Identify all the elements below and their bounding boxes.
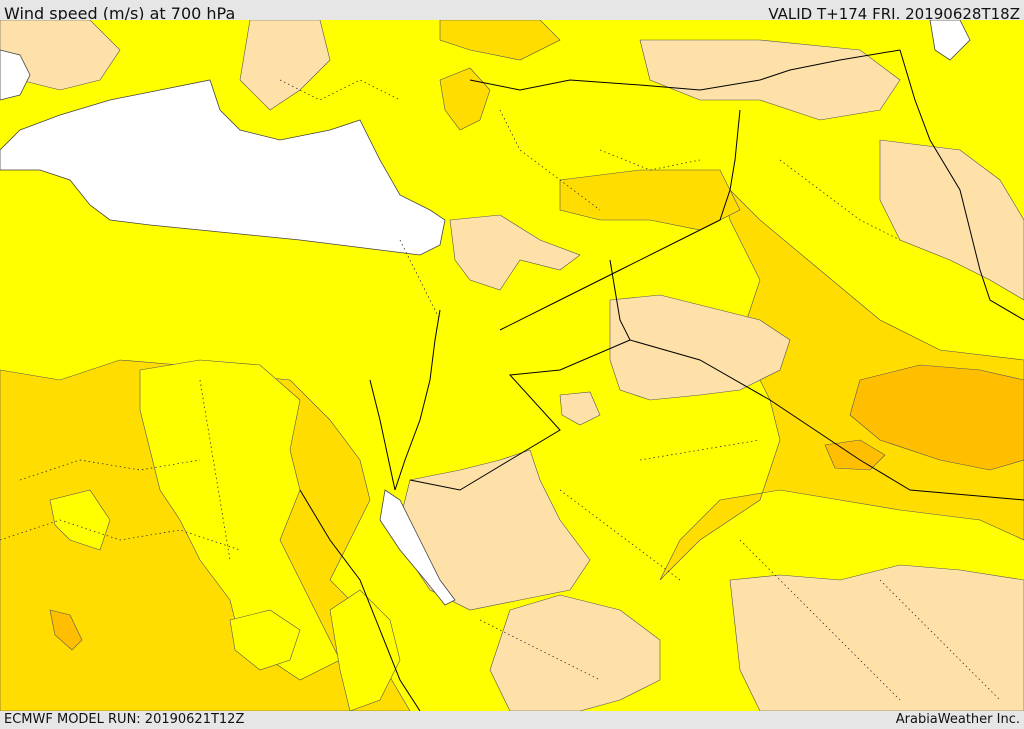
aegean-sea [0,49,31,101]
fast-wind-sinai [229,609,301,671]
model-run: ECMWF MODEL RUN: 20190621T12Z [4,712,245,727]
border-syria-iraq [499,109,741,331]
calm-patch-saudi-south [489,594,661,711]
wind-core-orange-ne [439,67,491,131]
valid-time: VALID T+174 FRI. 20190628T18Z [768,5,1020,23]
header-bar [0,0,1024,22]
wind-core-orange-east [849,364,1024,471]
map-title: Wind speed (m/s) at 700 hPa [4,4,236,23]
fast-wind-libya [49,489,111,551]
wind-core-orange-sw [49,609,83,651]
fast-wind-red-sea [329,589,401,711]
calm-patch-gulf-south [729,564,1024,711]
wind-core-orange-small [824,439,886,471]
calm-patch-iran [879,139,1024,301]
calm-patch-turkey-central [239,20,331,111]
footer-bar [0,711,1024,729]
border-israel-jordan [394,309,441,491]
border-iraq-saudi [609,259,1024,501]
border-egypt-israel [369,379,396,491]
border-egypt-sudan [299,489,421,711]
border-jordan-saudi [409,339,631,491]
border-iran-iraq [899,49,1024,321]
wind-band-gold-ne [439,20,561,61]
calm-patch-syria-iraq [609,294,791,401]
calm-patch-turkey-east [639,39,901,121]
caspian-sliver [929,20,971,61]
provincial-borders [0,79,1001,701]
provider-name: ArabiaWeather Inc. [895,712,1020,727]
wind-speed-map [0,20,1024,711]
mediterranean-sea [0,79,446,256]
calm-patch-jordan [559,391,601,426]
calm-patch-levant [449,214,581,291]
red-sea-sliver [379,489,456,606]
border-turkey-syria [469,49,901,91]
